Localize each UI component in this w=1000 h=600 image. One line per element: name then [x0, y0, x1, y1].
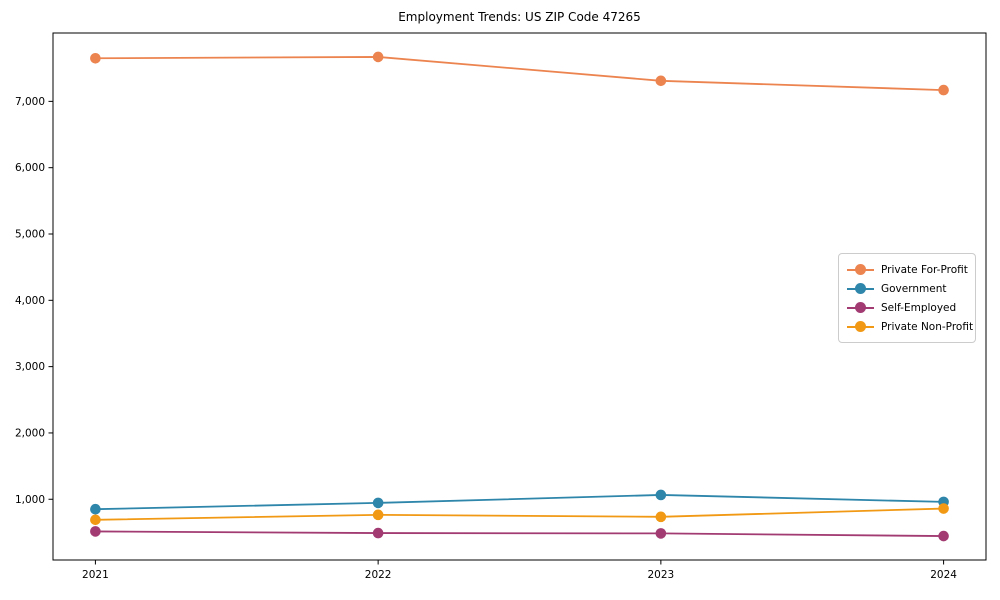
series-line-government — [95, 494, 944, 511]
legend-marker-icon — [847, 283, 874, 294]
y-tick-label: 4,000 — [15, 295, 45, 307]
legend-label: Government — [881, 282, 947, 295]
legend-label: Self-Employed — [881, 301, 957, 314]
legend-item-self-employed: Self-Employed — [847, 298, 967, 317]
legend-label: Private Non-Profit — [881, 320, 974, 333]
y-tick-label: 5,000 — [15, 228, 45, 240]
series-line-private-non-profit — [95, 507, 944, 521]
data-point-self-employed — [372, 527, 384, 539]
x-tick-label: 2024 — [930, 569, 957, 581]
series-line-self-employed — [95, 530, 944, 537]
data-point-private-for-profit — [90, 52, 101, 64]
data-point-private-for-profit — [655, 75, 667, 87]
legend: Private For-Profit Government Self-Employe… — [838, 253, 976, 343]
data-point-government — [372, 497, 384, 509]
data-point-private-non-profit — [90, 514, 101, 526]
legend-item-government: Government — [847, 279, 967, 298]
data-point-private-for-profit — [372, 51, 384, 63]
chart-title: Employment Trends: US ZIP Code 47265 — [398, 10, 641, 24]
data-point-government — [655, 489, 667, 501]
legend-marker-icon — [847, 264, 874, 275]
data-point-private-for-profit — [938, 84, 949, 96]
legend-marker-icon — [847, 302, 874, 313]
data-point-private-non-profit — [938, 503, 949, 514]
data-point-private-non-profit — [372, 509, 384, 521]
data-point-self-employed — [655, 528, 667, 539]
data-point-self-employed — [938, 530, 949, 542]
y-tick-label: 6,000 — [15, 162, 45, 174]
y-tick-label: 2,000 — [15, 427, 45, 439]
axes-frame — [52, 32, 987, 561]
y-tick-label: 3,000 — [15, 361, 45, 373]
y-tick-label: 7,000 — [15, 96, 45, 108]
legend-item-private-non-profit: Private Non-Profit — [847, 317, 973, 336]
x-tick-label: 2022 — [365, 569, 392, 581]
legend-item-private-for-profit: Private For-Profit — [847, 260, 968, 279]
legend-label: Private For-Profit — [881, 263, 968, 276]
series-line-private-for-profit — [95, 56, 944, 91]
data-point-self-employed — [90, 526, 101, 537]
y-tick-label: 1,000 — [15, 494, 45, 506]
data-point-private-non-profit — [655, 511, 667, 523]
data-point-government — [90, 503, 101, 515]
x-tick-label: 2021 — [82, 569, 109, 581]
legend-marker-icon — [847, 321, 874, 332]
x-tick-label: 2023 — [647, 569, 674, 581]
